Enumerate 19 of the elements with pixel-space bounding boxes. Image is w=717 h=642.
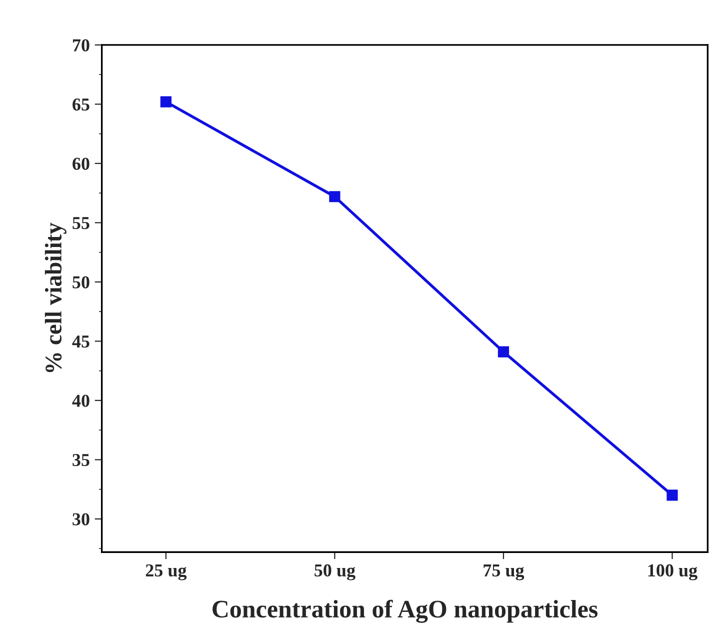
y-tick-label: 45 bbox=[72, 336, 90, 348]
y-tick-label: 70 bbox=[72, 39, 90, 52]
y-tick-label: 30 bbox=[72, 513, 90, 526]
x-tick-label: 25 ug bbox=[146, 564, 187, 580]
y-tick-label: 60 bbox=[72, 158, 90, 170]
y-tick-label: 50 bbox=[72, 276, 90, 288]
point bbox=[160, 96, 172, 108]
y-tick-label: 40 bbox=[72, 394, 90, 407]
point bbox=[498, 346, 510, 358]
x-tick-label: 100 ug bbox=[648, 564, 698, 580]
y-tick-label: 65 bbox=[72, 98, 90, 111]
point bbox=[329, 191, 340, 202]
y-axis-title: % cell viability bbox=[44, 222, 66, 372]
y-tick-label: 55 bbox=[72, 217, 90, 230]
y-tick-label: 35 bbox=[72, 454, 90, 466]
x-tick-label: 50 ug bbox=[314, 564, 356, 580]
x-tick-label: 75 ug bbox=[484, 564, 524, 580]
point bbox=[666, 490, 678, 501]
x-axis-title: Concentration of AgO nanoparticles bbox=[212, 600, 598, 623]
